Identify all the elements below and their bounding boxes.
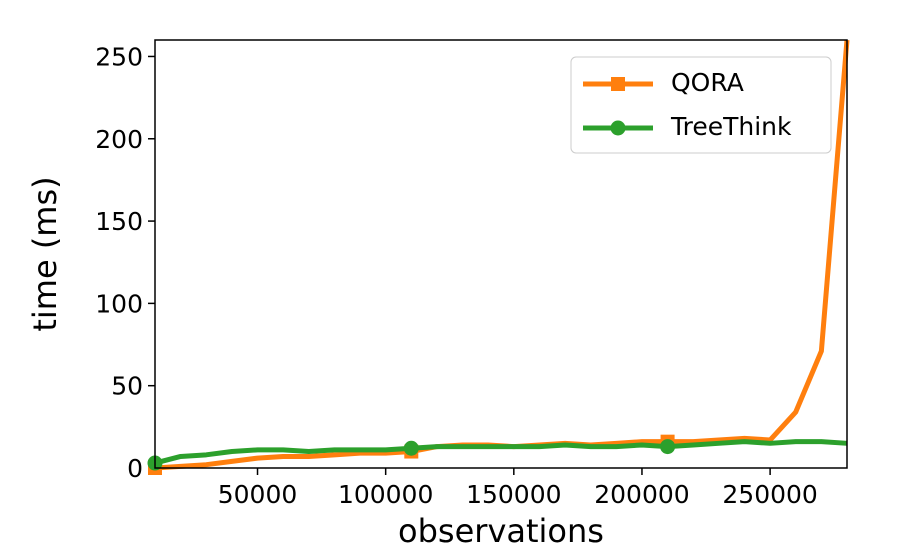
legend-label: QORA — [671, 68, 744, 97]
y-axis-label: time (ms) — [26, 176, 64, 331]
plot-frame — [154, 39, 848, 469]
y-tick-label: 250 — [95, 42, 143, 71]
legend-marker — [610, 120, 626, 136]
x-tick-label: 250000 — [722, 480, 817, 509]
data-point — [403, 440, 419, 456]
x-tick-label: 150000 — [466, 480, 561, 509]
series-line — [154, 439, 848, 466]
x-axis-label: observations — [398, 512, 604, 550]
y-tick-label: 100 — [95, 289, 143, 318]
y-tick-label: 50 — [111, 372, 143, 401]
legend-marker — [611, 77, 625, 91]
legend-label: TreeThink — [670, 112, 792, 141]
y-tick-label: 200 — [95, 125, 143, 154]
x-tick-label: 200000 — [594, 480, 689, 509]
x-tick-label: 100000 — [338, 480, 433, 509]
y-tick-label: 150 — [95, 207, 143, 236]
data-point — [660, 439, 676, 455]
x-tick-label: 50000 — [218, 480, 298, 509]
y-tick-label: 0 — [127, 454, 143, 483]
